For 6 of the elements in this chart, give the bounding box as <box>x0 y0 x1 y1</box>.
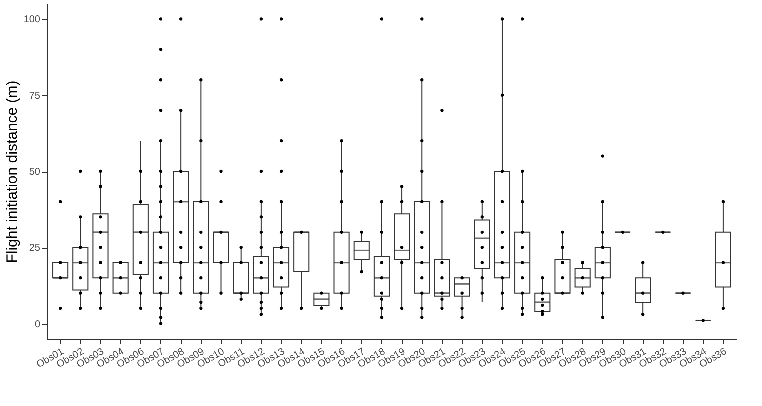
y-axis-title: Flight initiation distance (m) <box>4 80 21 264</box>
y-tick-label: 75 <box>29 90 41 102</box>
y-tick-label: 100 <box>24 14 41 26</box>
y-tick-label: 25 <box>29 243 41 254</box>
y-tick-label: 50 <box>29 167 41 178</box>
y-tick-label: 0 <box>34 319 41 330</box>
